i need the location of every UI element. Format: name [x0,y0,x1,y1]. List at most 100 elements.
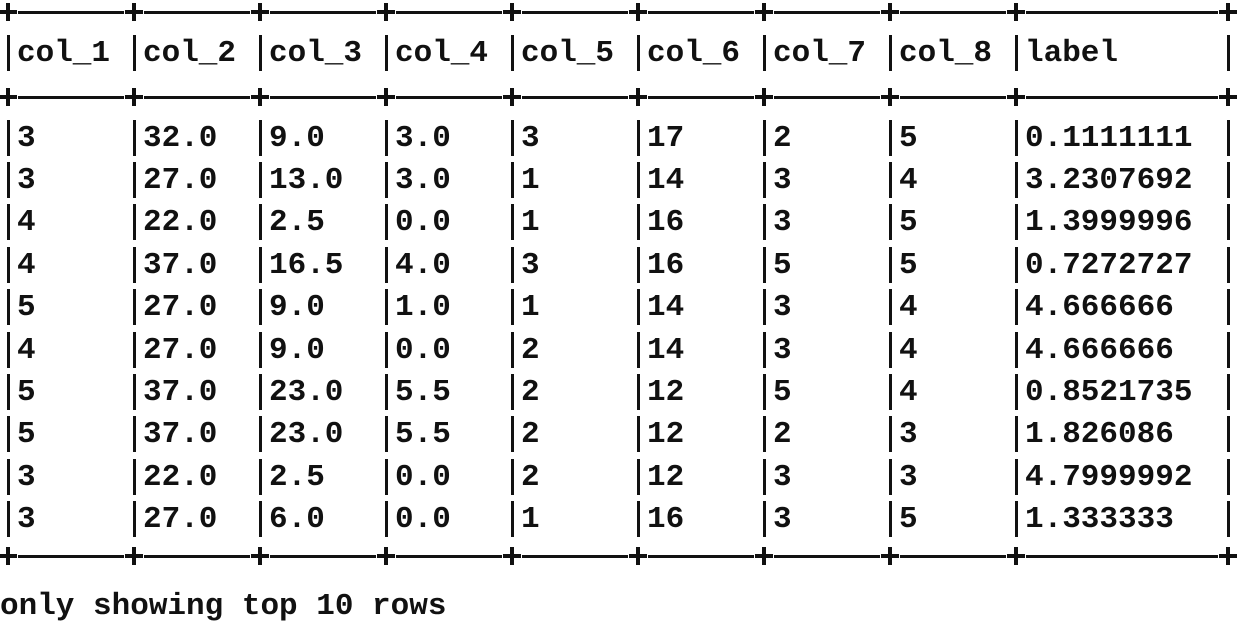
table-cell: 13.0 [269,163,344,198]
table-cell: 4 [899,290,918,325]
border-dash [144,96,250,99]
table-cell: 3 [773,333,792,368]
table-row: 5 37.0 23.0 5.5 2 12 2 3 1.826086 [0,414,1240,456]
table-row: 4 27.0 9.0 0.0 2 14 3 4 4.666666 [0,330,1240,372]
table-cell: 0.7272727 [1025,248,1193,283]
column-header: col_5 [521,36,615,71]
column-separator [637,289,640,325]
border-dash [270,11,376,14]
table-cell: 17 [647,121,685,156]
border-dash [522,11,628,14]
column-separator [7,374,10,410]
border-corner [1218,2,1238,22]
column-separator [889,459,892,495]
table-cell: 5 [899,121,918,156]
column-separator [763,332,766,368]
column-separator [1227,374,1230,410]
column-separator [1015,35,1018,71]
table-row: 3 27.0 13.0 3.0 1 14 3 4 3.2307692 [0,160,1240,202]
column-separator [7,247,10,283]
border-corner [502,2,522,22]
table-cell: 37.0 [143,375,218,410]
column-header: col_4 [395,36,489,71]
column-separator [385,332,388,368]
table-cell: 27.0 [143,333,218,368]
table-row: 4 37.0 16.5 4.0 3 16 5 5 0.7272727 [0,245,1240,287]
table-cell: 2 [521,460,540,495]
column-separator [1227,416,1230,452]
table-cell: 1 [521,502,540,537]
border-dash [648,555,754,558]
border-dash [1026,555,1218,558]
table-cell: 3.0 [395,121,451,156]
column-separator [385,459,388,495]
table-cell: 9.0 [269,290,325,325]
table-row: 3 27.0 6.0 0.0 1 16 3 5 1.333333 [0,499,1240,541]
column-separator [1015,162,1018,198]
column-separator [7,204,10,240]
column-separator [511,35,514,71]
border-corner [1218,546,1238,566]
column-separator [511,289,514,325]
border-corner [0,87,18,107]
column-separator [511,332,514,368]
column-separator [511,374,514,410]
table-cell: 5 [17,375,36,410]
column-separator [1227,35,1230,71]
column-separator [637,459,640,495]
column-separator [259,416,262,452]
border-corner [1006,546,1026,566]
table-cell: 16 [647,502,685,537]
table-cell: 4 [899,333,918,368]
column-separator [889,35,892,71]
column-separator [385,416,388,452]
table-cell: 27.0 [143,163,218,198]
table-cell: 4 [17,205,36,240]
border-corner [502,546,522,566]
table-cell: 23.0 [269,417,344,452]
column-separator [763,501,766,537]
border-corner [0,2,18,22]
table-cell: 14 [647,163,685,198]
table-cell: 1 [521,163,540,198]
table-cell: 12 [647,375,685,410]
table-cell: 3.2307692 [1025,163,1193,198]
border-dash [900,11,1006,14]
table-cell: 3 [521,248,540,283]
table-cell: 2.5 [269,460,325,495]
column-separator [763,374,766,410]
column-separator [259,204,262,240]
table-cell: 3 [899,417,918,452]
border-dash [396,96,502,99]
column-separator [385,162,388,198]
table-border-bottom [0,546,1240,566]
table-cell: 37.0 [143,248,218,283]
border-dash [774,555,880,558]
column-separator [1227,204,1230,240]
table-cell: 1.3999996 [1025,205,1193,240]
column-separator [511,459,514,495]
column-separator [511,120,514,156]
column-separator [763,162,766,198]
border-dash [900,555,1006,558]
column-separator [1227,289,1230,325]
table-cell: 3 [773,502,792,537]
column-separator [889,332,892,368]
table-cell: 14 [647,290,685,325]
table-cell: 0.0 [395,333,451,368]
table-cell: 22.0 [143,460,218,495]
column-separator [7,501,10,537]
column-separator [385,120,388,156]
table-cell: 3.0 [395,163,451,198]
table-cell: 1.333333 [1025,502,1174,537]
table-cell: 5 [773,248,792,283]
table-row: 3 32.0 9.0 3.0 3 17 2 5 0.1111111 [0,118,1240,160]
table-cell: 16 [647,205,685,240]
table-cell: 2 [521,417,540,452]
column-separator [1015,204,1018,240]
table-cell: 5.5 [395,417,451,452]
column-separator [385,289,388,325]
table-cell: 3 [773,163,792,198]
column-separator [889,374,892,410]
